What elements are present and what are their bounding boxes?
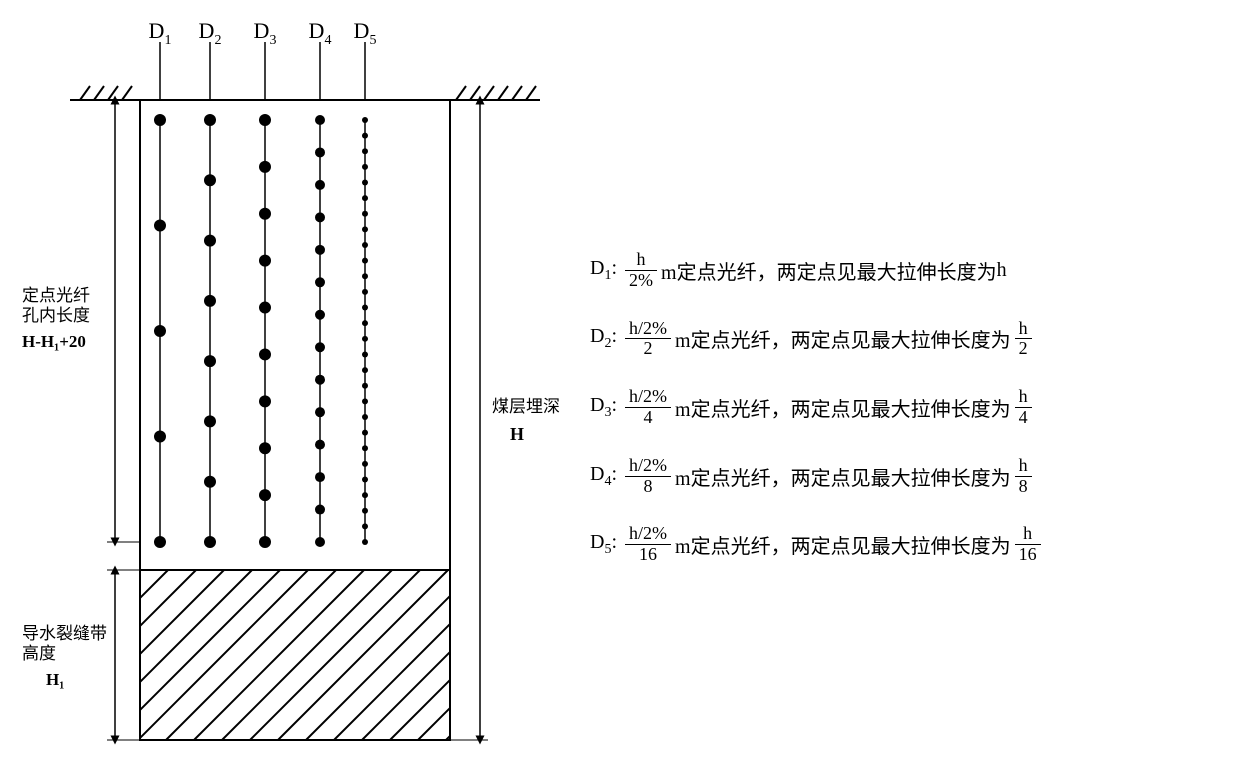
- svg-text:高度: 高度: [22, 644, 56, 663]
- legend-d-label: D3:: [590, 394, 617, 421]
- legend-spacing-fraction: h/2%8: [625, 456, 671, 497]
- legend-d-label: D1:: [590, 257, 617, 284]
- svg-text:H₁: H₁: [46, 670, 64, 689]
- borehole-diagram: D1D2D3D4D5定点光纤孔内长度H-H₁+20导水裂缝带高度H₁煤层埋深H: [10, 10, 570, 762]
- legend-d-label: D5:: [590, 531, 617, 558]
- legend-tail-fraction: h4: [1015, 387, 1032, 428]
- svg-text:导水裂缝带: 导水裂缝带: [22, 624, 107, 643]
- svg-text:孔内长度: 孔内长度: [22, 306, 90, 325]
- legend-tail: h: [997, 259, 1007, 282]
- legend-row: D4: h/2%8 m定点光纤，两定点见最大拉伸长度为 h8: [590, 456, 1230, 497]
- legend-text: m定点光纤，两定点见最大拉伸长度为: [675, 530, 1011, 559]
- legend-tail-fraction: h16: [1015, 524, 1041, 565]
- legend-spacing-fraction: h/2%2: [625, 319, 671, 360]
- fiber-legend: D1: h2% m定点光纤，两定点见最大拉伸长度为 h D2: h/2%2 m定点光纤…: [570, 10, 1230, 593]
- legend-spacing-fraction: h/2%4: [625, 387, 671, 428]
- legend-tail-fraction: h8: [1015, 456, 1032, 497]
- legend-text: m定点光纤，两定点见最大拉伸长度为: [675, 393, 1011, 422]
- svg-text:定点光纤: 定点光纤: [22, 286, 90, 305]
- legend-spacing-fraction: h/2%16: [625, 524, 671, 565]
- svg-text:H-H₁+20: H-H₁+20: [22, 332, 86, 351]
- legend-tail-fraction: h2: [1015, 319, 1032, 360]
- legend-text: m定点光纤，两定点见最大拉伸长度为: [661, 256, 997, 285]
- svg-text:H: H: [510, 424, 524, 444]
- legend-d-label: D4:: [590, 463, 617, 490]
- legend-row: D3: h/2%4 m定点光纤，两定点见最大拉伸长度为 h4: [590, 387, 1230, 428]
- legend-text: m定点光纤，两定点见最大拉伸长度为: [675, 462, 1011, 491]
- legend-row: D1: h2% m定点光纤，两定点见最大拉伸长度为 h: [590, 250, 1230, 291]
- legend-spacing-fraction: h2%: [625, 250, 657, 291]
- legend-row: D5: h/2%16 m定点光纤，两定点见最大拉伸长度为 h16: [590, 524, 1230, 565]
- legend-row: D2: h/2%2 m定点光纤，两定点见最大拉伸长度为 h2: [590, 319, 1230, 360]
- legend-d-label: D2:: [590, 325, 617, 352]
- legend-text: m定点光纤，两定点见最大拉伸长度为: [675, 324, 1011, 353]
- svg-text:煤层埋深: 煤层埋深: [492, 397, 560, 416]
